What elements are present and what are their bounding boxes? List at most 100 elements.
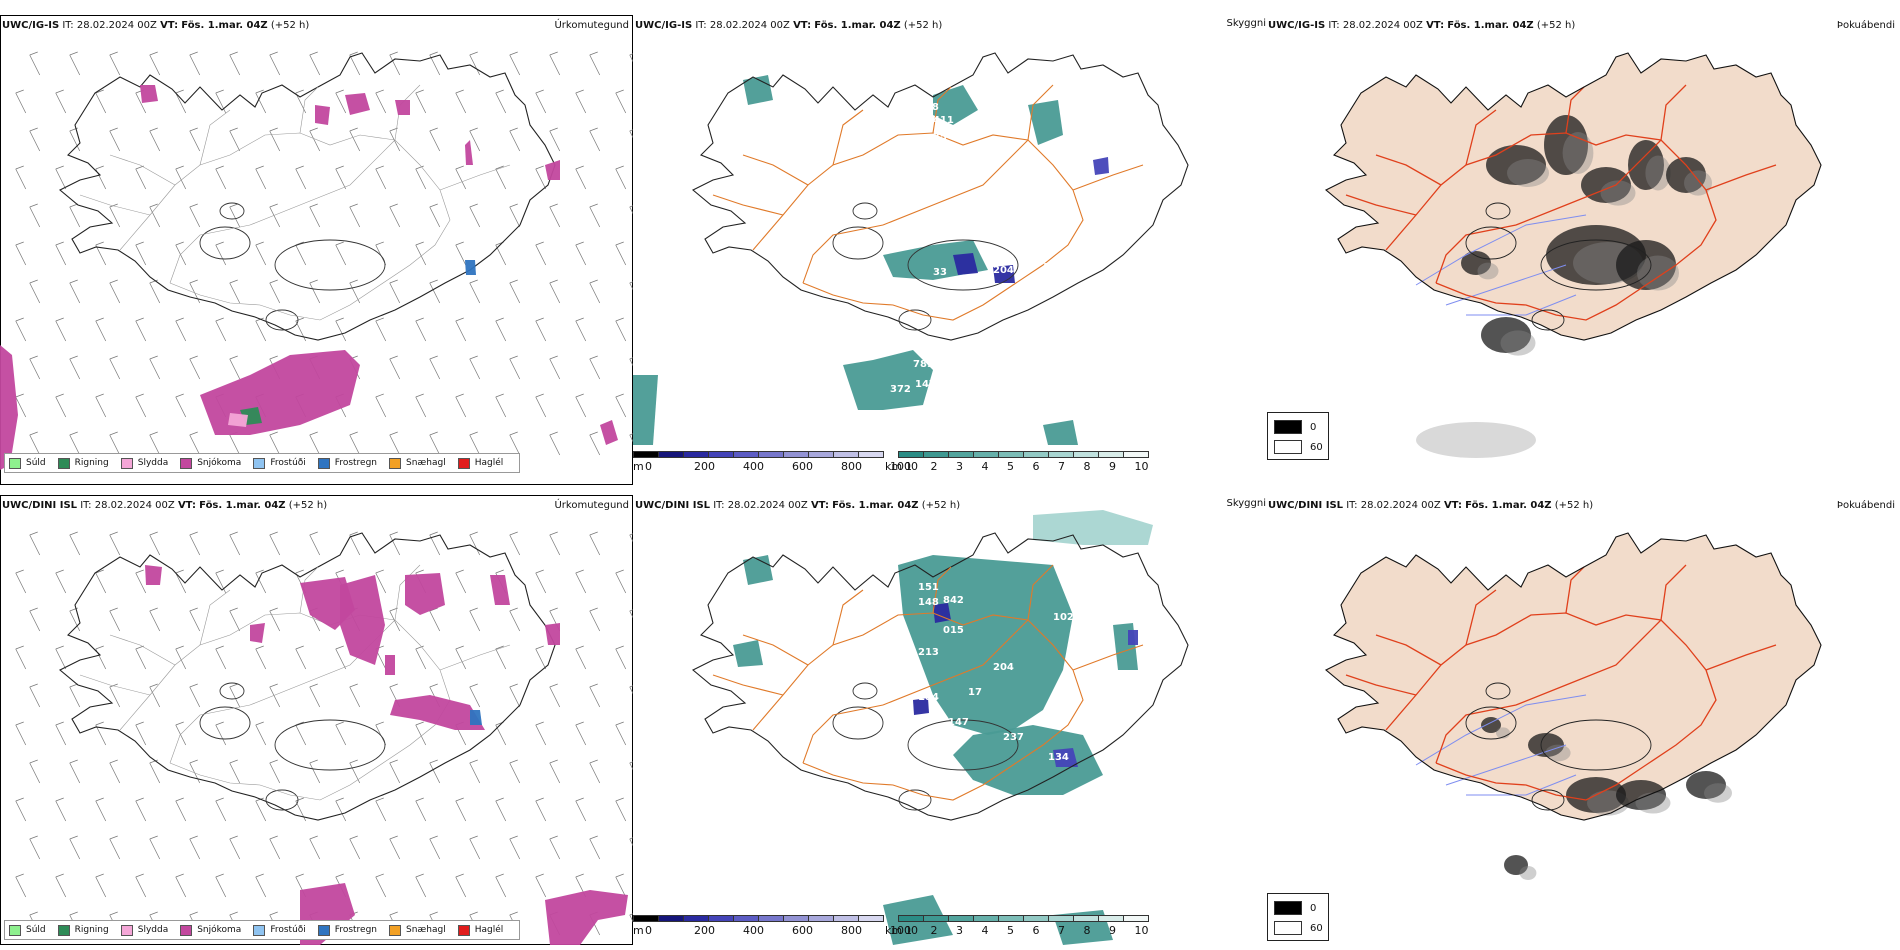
- wind-barb: [215, 721, 227, 746]
- fog-area: [1704, 783, 1732, 803]
- cloud-base-label: 411: [933, 115, 954, 126]
- snow-area: [140, 85, 158, 103]
- cloud-base-label: 17: [968, 687, 982, 698]
- wind-barb: [109, 835, 121, 860]
- wind-barb: [495, 317, 507, 342]
- road-line: [1072, 644, 1144, 671]
- wind-barb: [535, 721, 547, 746]
- fog-index-panel-row2: UWC/DINI ISL IT: 28.02.2024 00Z VT: Fös.…: [1266, 495, 1899, 945]
- wind-barb: [55, 645, 67, 670]
- wind-barb: [255, 241, 267, 266]
- wind-barb: [469, 531, 481, 556]
- cloud-base-label: 102: [1053, 612, 1074, 623]
- wind-barb: [269, 203, 281, 228]
- wind-barb: [615, 89, 627, 114]
- colorbar-tick: 8: [1083, 460, 1091, 473]
- wind-barb: [229, 835, 241, 860]
- legend-label: Frostúði: [270, 458, 306, 468]
- wind-barb: [189, 607, 201, 632]
- wind-barb: [149, 835, 161, 860]
- low-cloud-area: [913, 698, 929, 715]
- wind-barb: [175, 797, 187, 822]
- wind-barb: [189, 355, 201, 380]
- wind-barb: [429, 531, 441, 556]
- precip-type-panel-row1: UWC/IG-IS IT: 28.02.2024 00Z VT: Fös. 1.…: [0, 15, 633, 485]
- wind-barb: [95, 797, 107, 822]
- colorbar-segment: [683, 915, 709, 922]
- wind-barb: [575, 89, 587, 114]
- legend-label: Snjókoma: [197, 925, 242, 935]
- road-line: [882, 619, 1029, 706]
- wind-barb: [255, 873, 267, 898]
- wind-barb: [415, 317, 427, 342]
- legend-label: Snæhagl: [406, 925, 446, 935]
- wind-barb: [15, 569, 27, 594]
- wind-barb: [415, 797, 427, 822]
- panel-title: Skyggni: [1226, 18, 1266, 29]
- colorbar-segment: [1073, 451, 1099, 458]
- wind-barb: [429, 279, 441, 304]
- low-visibility-area: [633, 375, 658, 445]
- wind-barb: [549, 431, 561, 456]
- wind-barb: [589, 607, 601, 632]
- colorbar-tick: 1000: [890, 460, 918, 473]
- wind-barb: [629, 685, 633, 695]
- road-line: [1565, 86, 1585, 134]
- wind-barb: [215, 165, 227, 190]
- coastline: [59, 52, 556, 341]
- glacier-outline: [265, 789, 299, 811]
- road-line: [1435, 704, 1517, 764]
- iceland-precip-type-map: [15, 531, 633, 945]
- colorbar-tick: 7: [1058, 924, 1065, 937]
- wind-barb: [255, 645, 267, 670]
- wind-barb: [535, 317, 547, 342]
- colorbar-segment: [923, 451, 949, 458]
- cloud-base-label: 375: [798, 412, 819, 423]
- wind-barb: [509, 127, 521, 152]
- road-line: [712, 674, 784, 696]
- cloud-base-label: 372: [890, 384, 911, 395]
- freezing-rain-area: [470, 710, 482, 725]
- glacier-outline: [1465, 226, 1517, 260]
- low-visibility-area: [1043, 420, 1078, 445]
- road-line: [169, 224, 251, 284]
- wind-barb: [189, 531, 201, 556]
- wind-barb: [469, 683, 481, 708]
- wind-barb: [429, 203, 441, 228]
- wind-barb: [349, 127, 361, 152]
- colorbar-segment: [708, 451, 734, 458]
- wind-barb: [135, 317, 147, 342]
- snow-area: [200, 350, 360, 435]
- wind-barb: [589, 683, 601, 708]
- wind-barb: [255, 89, 267, 114]
- wind-barb: [55, 797, 67, 822]
- wind-barb: [109, 355, 121, 380]
- legend-swatch: [457, 457, 470, 469]
- fog-area: [1562, 132, 1594, 174]
- wind-barb: [389, 835, 401, 860]
- wind-barb: [455, 317, 467, 342]
- wind-barb: [229, 759, 241, 784]
- legend-item: Rigning: [57, 924, 109, 936]
- wind-barb: [255, 165, 267, 190]
- cloud-base-label: 204: [993, 662, 1014, 673]
- wind-barb: [15, 721, 27, 746]
- wind-barb: [55, 721, 67, 746]
- wind-barb: [29, 759, 41, 784]
- wind-barb: [109, 127, 121, 152]
- legend-label: Snæhagl: [406, 458, 446, 468]
- wind-barb: [135, 165, 147, 190]
- wind-barb: [15, 317, 27, 342]
- wind-barb: [349, 431, 361, 456]
- wind-barb: [215, 241, 227, 266]
- colorbar-tick: 600: [792, 924, 813, 937]
- wind-barb: [29, 279, 41, 304]
- wind-barb: [69, 431, 81, 456]
- wind-barb: [15, 873, 27, 898]
- wind-barb: [469, 607, 481, 632]
- wind-barb: [175, 873, 187, 898]
- cloud-base-label: 842: [943, 595, 964, 606]
- wind-barb: [429, 355, 441, 380]
- wind-barb: [55, 873, 67, 898]
- legend-label: Haglél: [474, 925, 504, 935]
